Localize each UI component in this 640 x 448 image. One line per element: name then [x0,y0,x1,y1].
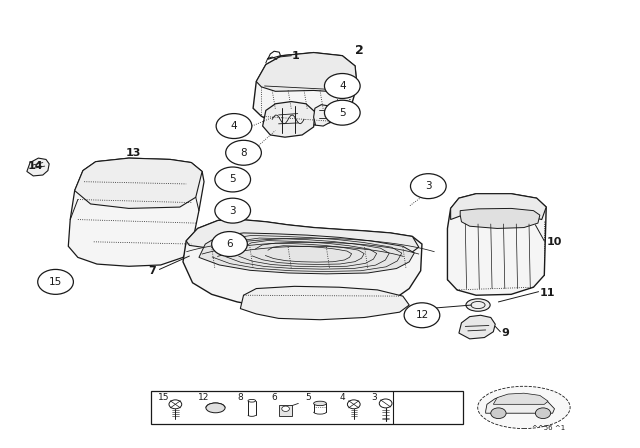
Text: 4: 4 [339,81,346,91]
Circle shape [410,174,446,198]
Ellipse shape [314,401,326,405]
Circle shape [536,408,550,418]
Text: 15: 15 [49,277,62,287]
Text: 9: 9 [502,328,509,338]
Text: 1: 1 [291,51,299,61]
Ellipse shape [206,403,225,413]
Circle shape [491,408,506,418]
Circle shape [216,114,252,138]
Text: 8: 8 [237,393,243,402]
Text: 15: 15 [158,393,170,402]
Text: 6: 6 [271,393,277,402]
Bar [151,391,463,424]
Text: ^^56 ^1: ^^56 ^1 [531,425,564,431]
Polygon shape [27,158,49,176]
Text: 3: 3 [425,181,431,191]
Polygon shape [447,194,546,295]
Ellipse shape [466,299,490,311]
Polygon shape [183,220,422,312]
Circle shape [215,167,250,192]
Circle shape [324,100,360,125]
Text: 7: 7 [148,266,156,276]
Text: 12: 12 [198,393,210,402]
Polygon shape [256,52,357,93]
Circle shape [38,269,74,294]
Circle shape [215,198,250,223]
Text: 5: 5 [306,393,312,402]
Text: 11: 11 [540,288,556,298]
Circle shape [324,73,360,99]
Circle shape [226,140,261,165]
Polygon shape [493,393,548,404]
Text: 2: 2 [355,44,364,57]
Polygon shape [459,315,495,339]
Text: 3: 3 [371,393,377,402]
Text: 13: 13 [125,148,141,158]
Ellipse shape [477,386,570,429]
Bar [279,405,292,416]
Text: 5: 5 [339,108,346,118]
Circle shape [404,303,440,328]
Text: 5: 5 [229,174,236,185]
Polygon shape [68,158,204,266]
Text: 10: 10 [546,237,561,247]
Polygon shape [253,52,357,126]
Polygon shape [262,102,315,137]
Text: 14: 14 [28,161,44,171]
Polygon shape [199,233,414,274]
Text: 4: 4 [339,393,345,402]
Polygon shape [75,158,202,208]
Polygon shape [460,208,540,228]
Polygon shape [241,286,409,320]
Circle shape [282,406,289,411]
Text: 4: 4 [230,121,237,131]
Text: 12: 12 [415,310,429,320]
Text: 6: 6 [226,239,233,249]
Polygon shape [486,395,554,413]
Polygon shape [186,220,419,254]
Text: 3: 3 [229,206,236,215]
Polygon shape [314,105,333,126]
Polygon shape [451,194,546,220]
Text: 8: 8 [240,148,247,158]
Circle shape [212,232,247,257]
